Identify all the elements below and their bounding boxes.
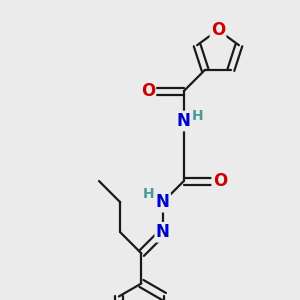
Text: O: O	[213, 172, 227, 190]
Text: O: O	[211, 21, 225, 39]
Text: N: N	[156, 193, 170, 211]
Text: N: N	[156, 223, 170, 241]
Text: O: O	[141, 82, 155, 100]
Text: H: H	[143, 187, 154, 201]
Text: N: N	[177, 112, 191, 130]
Text: H: H	[192, 109, 204, 123]
